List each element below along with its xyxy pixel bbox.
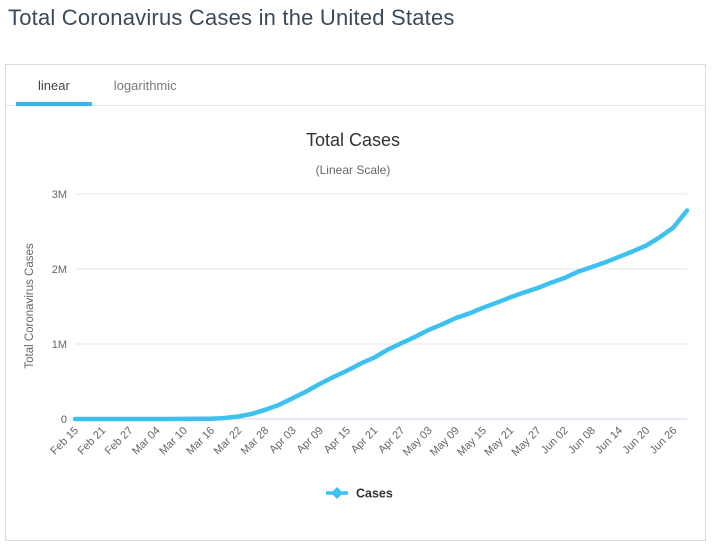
x-tick-label-Jun-26: Jun 26 [648,425,680,457]
tab-logarithmic-label: logarithmic [113,77,177,93]
x-tick-label-May-21: May 21 [482,425,516,459]
legend-label-cases[interactable]: Cases [356,487,393,501]
y-tick-label-3M: 3M [52,189,67,201]
x-tick-label-Mar-22: Mar 22 [212,425,245,458]
x-tick-label-Mar-28: Mar 28 [239,425,272,458]
tab-logarithmic[interactable]: logarithmic [92,65,199,105]
active-tab-underline [16,102,92,106]
x-tick-label-Mar-10: Mar 10 [157,425,190,458]
x-tick-label-Feb-27: Feb 27 [103,425,136,458]
y-tick-label-0: 0 [61,414,67,426]
x-tick-label-Jun-08: Jun 08 [566,425,598,457]
tab-linear-label: linear [38,77,70,93]
scale-tabbar: linear logarithmic [6,65,705,106]
chart-subtitle: (Linear Scale) [316,163,391,177]
y-axis-title: Total Coronavirus Cases [24,243,36,369]
x-tick-label-Feb-15: Feb 15 [48,425,81,458]
chart-title: Total Cases [306,130,400,150]
y-tick-label-1M: 1M [52,339,67,351]
x-tick-label-Apr-15: Apr 15 [322,425,353,456]
chart-card: linear logarithmic 0 1M 2M 3M Feb 15 Feb 21 Fe… [5,64,706,541]
x-tick-label-Mar-04: Mar 04 [130,425,163,458]
x-tick-label-May-09: May 09 [428,425,462,459]
x-tick-label-Mar-16: Mar 16 [184,425,217,458]
x-tick-label-Feb-21: Feb 21 [76,425,109,458]
x-tick-label-Jun-20: Jun 20 [620,425,652,457]
chart-area: 0 1M 2M 3M Feb 15 Feb 21 Feb 27 Mar 04 Mar 10 Mar… [6,106,705,540]
x-tick-label-Jun-14: Jun 14 [593,425,625,457]
legend-marker-diamond-icon[interactable] [331,487,343,499]
x-tick-label-Apr-09: Apr 09 [295,425,326,456]
x-tick-label-Apr-03: Apr 03 [267,425,298,456]
x-tick-label-May-03: May 03 [401,425,435,459]
page-title: Total Coronavirus Cases in the United St… [8,5,455,30]
y-tick-label-2M: 2M [52,264,67,276]
x-tick-label-Apr-21: Apr 21 [349,425,380,456]
tab-linear[interactable]: linear [16,65,92,106]
x-tick-label-May-27: May 27 [510,425,544,459]
x-tick-label-May-15: May 15 [455,425,489,459]
x-tick-label-Jun-02: Jun 02 [539,425,571,457]
series-line-cases[interactable] [72,208,690,422]
